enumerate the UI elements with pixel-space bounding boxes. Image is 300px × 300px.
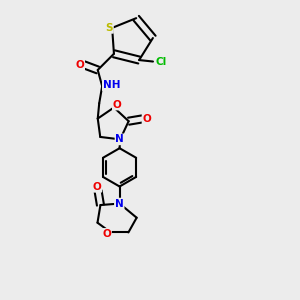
Text: S: S <box>105 23 113 33</box>
Text: N: N <box>115 199 124 208</box>
Text: N: N <box>116 134 124 144</box>
Text: Cl: Cl <box>155 56 166 67</box>
Text: NH: NH <box>103 80 120 90</box>
Text: O: O <box>102 229 111 239</box>
Text: O: O <box>142 114 151 124</box>
Text: O: O <box>75 60 84 70</box>
Text: O: O <box>92 182 101 192</box>
Text: O: O <box>113 100 122 110</box>
